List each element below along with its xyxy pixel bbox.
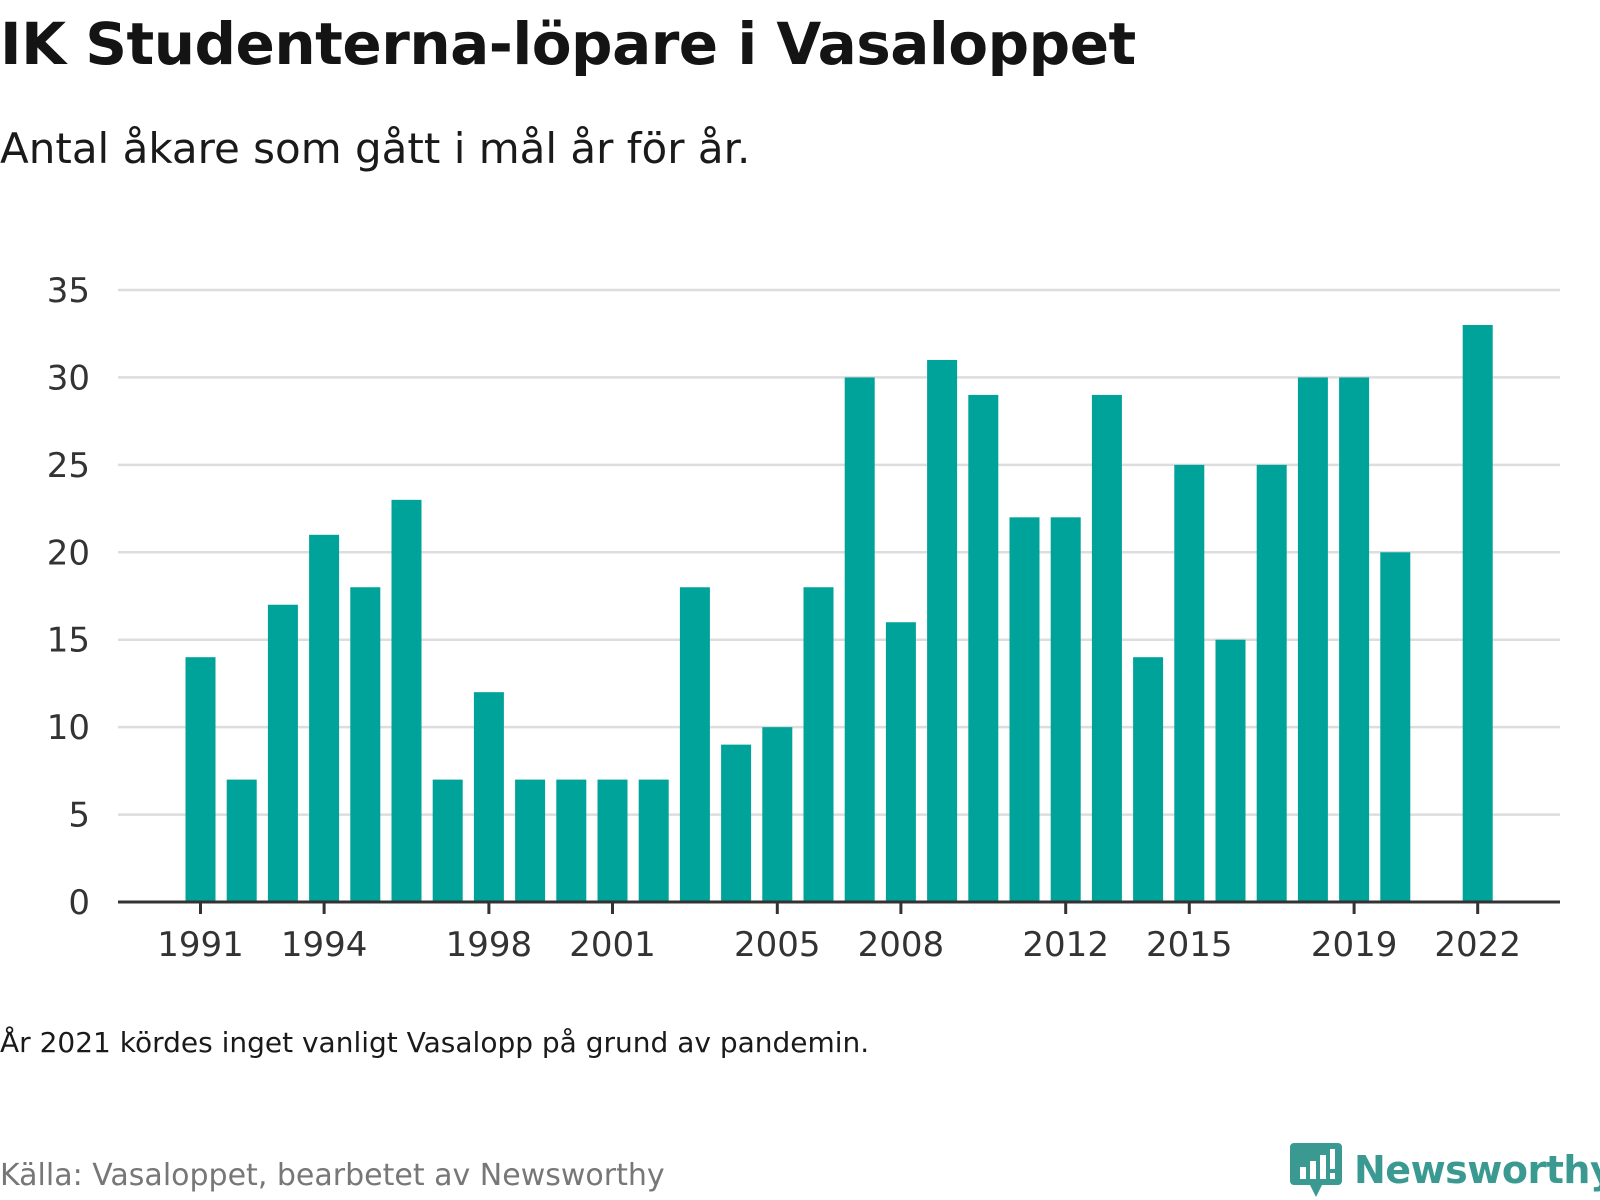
x-tick-label: 2022	[1434, 925, 1521, 965]
bar	[638, 779, 669, 902]
bar	[597, 779, 628, 902]
bar	[556, 779, 587, 902]
bar	[1133, 657, 1164, 902]
bar-chart: 0 5 10 15 20 25 30 35 1991 1994 1998 2001 2005 2008 2…	[47, 271, 1560, 965]
bar	[350, 587, 381, 902]
y-tick-label: 0	[68, 883, 90, 923]
bar	[185, 657, 216, 902]
chart-subtitle: Antal åkare som gått i mål år för år.	[0, 124, 751, 173]
chart-note: År 2021 kördes inget vanligt Vasalopp på…	[0, 1026, 870, 1059]
bar	[267, 604, 298, 902]
bar	[473, 692, 504, 902]
x-tick-label: 2008	[858, 925, 945, 965]
x-tick-label: 2001	[569, 925, 656, 965]
bar	[803, 587, 834, 902]
bar	[432, 779, 463, 902]
bar	[1215, 639, 1246, 902]
bar	[1297, 377, 1328, 902]
bar	[721, 744, 752, 902]
x-tick-label: 1998	[446, 925, 533, 965]
y-tick-label: 30	[47, 358, 90, 398]
bar	[927, 359, 958, 902]
bar	[1339, 377, 1370, 902]
source-credit: Källa: Vasaloppet, bearbetet av Newswort…	[0, 1158, 665, 1193]
bars	[185, 324, 1493, 902]
bar	[1174, 464, 1205, 902]
y-tick-label: 20	[47, 533, 90, 573]
brand-name: Newsworthy	[1354, 1148, 1600, 1192]
x-tick-label: 2005	[734, 925, 821, 965]
bar	[309, 534, 340, 902]
bar	[1380, 552, 1411, 902]
y-axis-labels: 0 5 10 15 20 25 30 35	[47, 271, 90, 923]
bar	[1050, 517, 1081, 902]
bar	[968, 394, 999, 902]
bar	[885, 622, 916, 902]
x-tick-label: 1991	[157, 925, 244, 965]
y-tick-label: 25	[47, 446, 90, 486]
bar	[226, 779, 257, 902]
x-tick-label: 2015	[1146, 925, 1233, 965]
y-tick-label: 35	[47, 271, 90, 311]
y-tick-label: 5	[68, 796, 90, 836]
brand-logo: Newsworthy	[1290, 1140, 1600, 1200]
bar	[762, 727, 793, 902]
newsworthy-logo-icon	[1290, 1143, 1342, 1197]
x-tick-label: 1994	[281, 925, 368, 965]
bar	[391, 499, 422, 902]
x-tick-label: 2012	[1022, 925, 1109, 965]
bar	[515, 779, 546, 902]
bar	[679, 587, 710, 902]
x-tick-label: 2019	[1311, 925, 1398, 965]
chart-title: IK Studenterna-löpare i Vasaloppet	[0, 10, 1136, 78]
bar	[1091, 394, 1122, 902]
bar	[844, 377, 875, 902]
bar	[1256, 464, 1287, 902]
y-tick-label: 10	[47, 708, 90, 748]
x-axis: 1991 1994 1998 2001 2005 2008 2012 2015 2019 2022	[118, 900, 1560, 965]
bar	[1009, 517, 1040, 902]
y-tick-label: 15	[47, 621, 90, 661]
bar	[1462, 324, 1493, 902]
